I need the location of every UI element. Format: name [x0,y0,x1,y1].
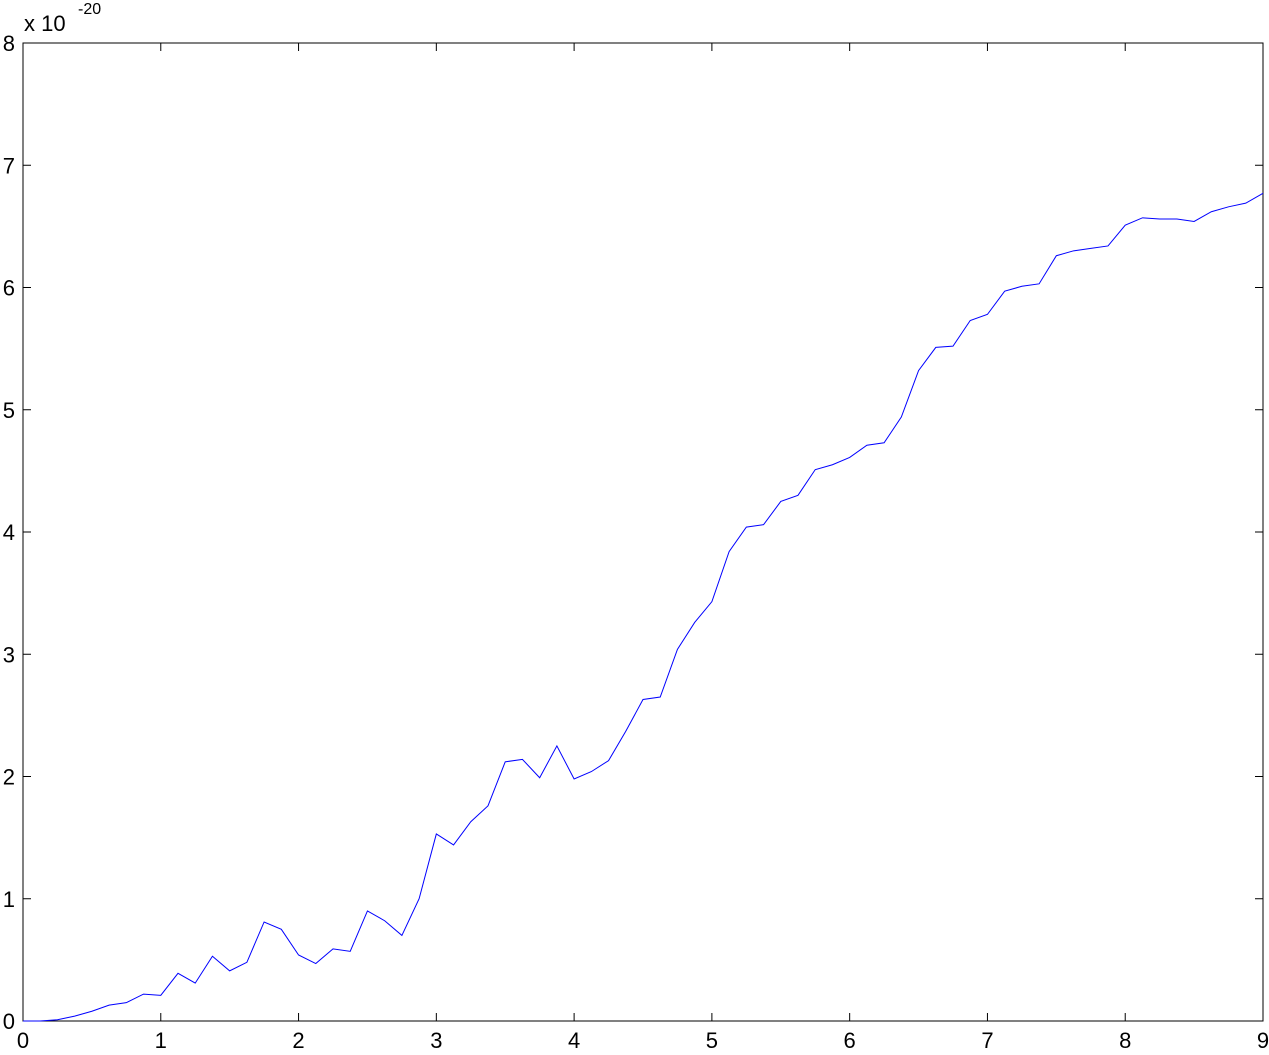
x-tick-label: 3 [430,1028,442,1053]
y-tick-label: 7 [3,153,15,178]
tick-labels: 0 1 2 3 4 5 6 7 8 9 0 1 2 3 4 5 6 7 8 [3,31,1269,1053]
x-tick-label: 9 [1257,1028,1269,1053]
x-tick-label: 2 [292,1028,304,1053]
y-tick-label: 2 [3,765,15,790]
plot-frame [22,42,1264,1022]
axes [22,42,1264,1022]
x-tick-label: 1 [155,1028,167,1053]
x-tick-label: 0 [17,1028,29,1053]
x-tick-label: 6 [844,1028,856,1053]
tick-marks [22,42,1264,1022]
y-tick-label: 6 [3,276,15,301]
x-tick-label: 8 [1119,1028,1131,1053]
series-line [23,192,1264,1022]
x-tick-label: 4 [568,1028,580,1053]
y-tick-label: 4 [3,520,15,545]
x-tick-label: 7 [981,1028,993,1053]
y-tick-label: 5 [3,398,15,423]
y-multiplier-exponent: -20 [78,1,101,18]
y-tick-label: 0 [3,1009,15,1034]
y-tick-label: 3 [3,642,15,667]
y-tick-label: 1 [3,887,15,912]
y-multiplier-prefix: x 10 [24,11,66,36]
y-tick-label: 8 [3,31,15,56]
y-multiplier-label: x 10 [24,11,66,36]
x-tick-label: 5 [706,1028,718,1053]
